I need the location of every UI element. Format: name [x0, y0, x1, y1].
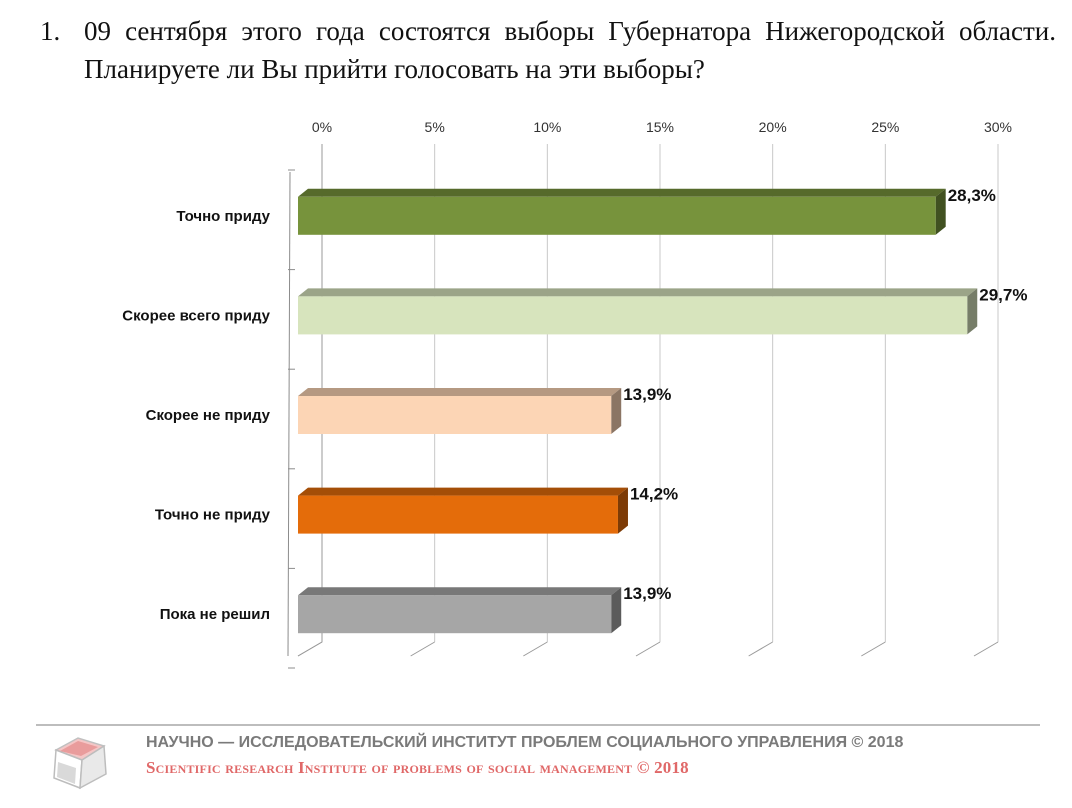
category-label: Точно не приду	[155, 507, 271, 524]
bar-side-face	[935, 188, 946, 235]
category-labels: Точно приду Скорее всего приду Скорее не п…	[122, 208, 270, 623]
question-number: 1.	[40, 16, 61, 46]
category-label: Скорее всего приду	[122, 307, 270, 324]
bar-front-face	[298, 296, 968, 335]
bar-top-face	[298, 487, 628, 496]
question: 1. 09 сентября этого года состоятся выбо…	[40, 12, 1056, 88]
footer-text-en: Scientific research Institute of problem…	[146, 758, 689, 777]
floor-gridline	[635, 641, 661, 657]
bar	[298, 487, 628, 534]
bar	[298, 388, 622, 434]
cube-logo-icon	[53, 737, 107, 790]
bar	[298, 288, 978, 335]
category-axis	[287, 171, 291, 657]
floor-gridline	[861, 641, 886, 657]
category-label: Точно приду	[176, 208, 270, 225]
value-label: 13,9%	[623, 385, 671, 404]
x-tick-label: 10%	[533, 119, 561, 135]
bar-side-face	[611, 587, 622, 634]
bar-side-face	[967, 288, 978, 335]
footer-divider	[36, 724, 1040, 726]
value-label: 29,7%	[979, 285, 1027, 304]
bar-top-face	[298, 188, 946, 197]
chart-bars	[298, 188, 978, 634]
floor-gridline	[973, 641, 999, 657]
bar-front-face	[298, 595, 612, 634]
floor-gridline	[410, 641, 435, 657]
floor-gridline	[748, 641, 773, 657]
bar	[298, 587, 622, 634]
x-tick-label: 0%	[312, 119, 332, 135]
bar-side-face	[611, 388, 622, 434]
x-tick-label: 20%	[759, 119, 787, 135]
bar-chart: 0% 5% 10% 15% 20% 25% 30% Точно приду Скорее вс…	[122, 119, 1027, 669]
footer: НАУЧНО — ИССЛЕДОВАТЕЛЬСКИЙ ИНСТИТУТ ПРОБ…	[36, 724, 1042, 794]
x-tick-label: 15%	[646, 119, 674, 135]
value-label: 13,9%	[623, 584, 671, 603]
bar-top-face	[298, 288, 978, 297]
bar-front-face	[298, 196, 936, 235]
bar-top-face	[298, 587, 622, 596]
x-tick-label: 30%	[984, 119, 1012, 135]
value-label: 14,2%	[630, 485, 678, 504]
bar-side-face	[617, 487, 628, 534]
question-text: 09 сентября этого года состоятся выборы …	[84, 16, 1056, 84]
floor-gridline	[523, 641, 548, 657]
x-tick-labels: 0% 5% 10% 15% 20% 25% 30%	[312, 119, 1012, 135]
bar-top-face	[298, 388, 622, 396]
value-labels: 28,3% 29,7% 13,9% 14,2% 13,9%	[623, 186, 1027, 603]
bar-front-face	[298, 396, 612, 434]
footer-text-ru: НАУЧНО — ИССЛЕДОВАТЕЛЬСКИЙ ИНСТИТУТ ПРОБ…	[146, 734, 904, 751]
x-tick-label: 25%	[871, 119, 899, 135]
x-tick-label: 5%	[425, 119, 445, 135]
category-label: Скорее не приду	[146, 407, 271, 424]
bar-front-face	[298, 495, 618, 534]
category-label: Пока не решил	[160, 606, 270, 623]
value-label: 28,3%	[948, 186, 996, 205]
bar	[298, 188, 946, 235]
